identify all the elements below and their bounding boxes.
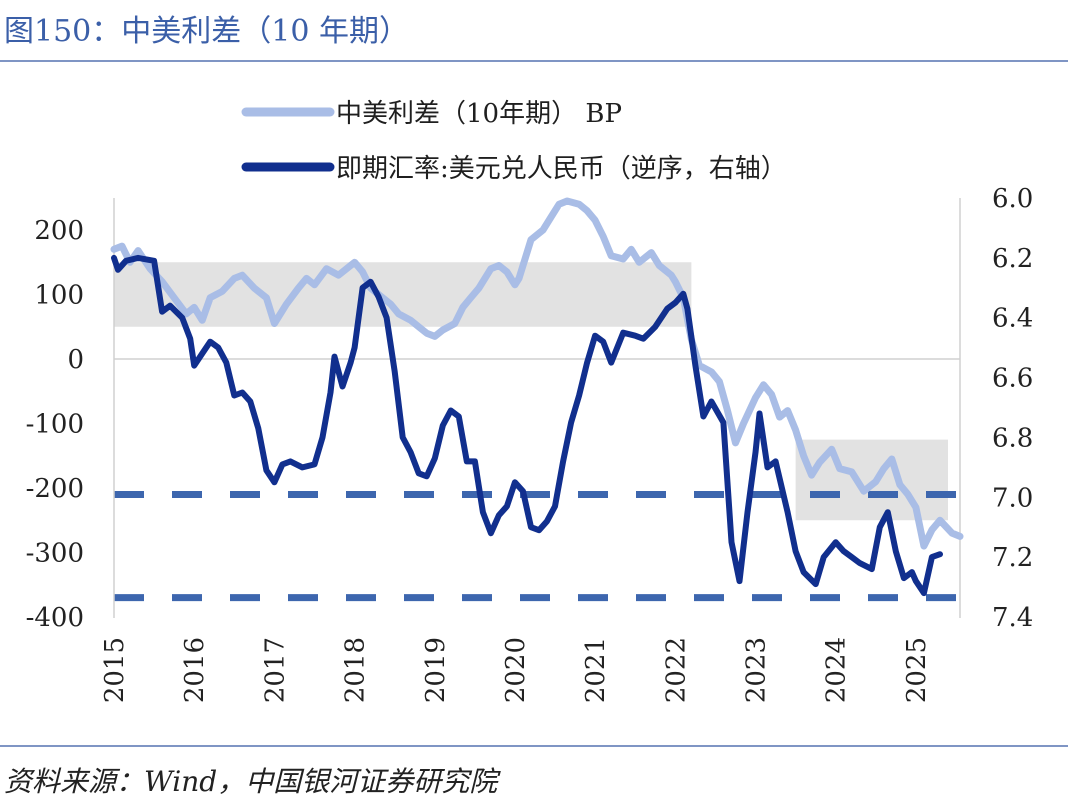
y-left-tick: -300 [26,539,84,569]
figure-title: 图150：中美利差（10 年期） [4,14,409,49]
tick-labels: 200 100 0 -100 -200 -300 -400 6.0 6.2 6.4 6.6 6.8 7.… [26,184,1034,703]
y-left-tick: -200 [26,474,84,504]
x-tick: 2022 [661,637,691,703]
x-tick: 2016 [180,637,210,703]
y-right-tick: 6.0 [992,184,1033,214]
y-right-tick: 6.8 [992,423,1033,453]
y-right-tick: 7.2 [992,543,1033,573]
y-left-tick: 0 [67,345,84,375]
y-right-tick: 6.2 [992,244,1033,274]
shaded-band-2 [795,439,948,521]
x-tick: 2024 [822,637,852,703]
x-tick: 2019 [421,637,451,703]
legend-label-spread: 中美利差（10年期） BP [336,99,622,129]
x-tick: 2023 [742,637,772,703]
y-right-tick: 6.4 [992,304,1033,334]
series-line-spread [110,197,964,550]
series-lines [110,197,964,597]
reference-lines [114,490,960,602]
source-note: 资料来源：Wind，中国银河证券研究院 [4,765,498,798]
y-left-tick: 100 [34,281,84,311]
x-tick: 2025 [902,637,932,703]
title-divider [0,60,1068,62]
x-tick: 2017 [260,637,290,703]
x-tick: 2018 [341,637,371,703]
y-right-tick: 7.4 [992,603,1033,633]
x-tick: 2021 [581,637,611,703]
spread-fx-chart: 200 100 0 -100 -200 -300 -400 6.0 6.2 6.4 6.6 6.8 7.… [26,99,1034,703]
y-left-tick: -100 [26,410,84,440]
x-tick: 2020 [501,637,531,703]
source-divider [0,745,1068,747]
y-right-tick: 6.6 [992,364,1033,394]
legend: 中美利差（10年期） BP 即期汇率:美元兑人民币（逆序，右轴） [241,99,787,184]
y-left-tick: -400 [26,603,84,633]
x-tick: 2015 [100,637,130,703]
axes [113,198,961,618]
y-right-tick: 7.0 [992,483,1033,513]
y-left-tick: 200 [34,216,84,246]
series-line-fx [111,254,943,597]
legend-label-fx: 即期汇率:美元兑人民币（逆序，右轴） [336,154,787,184]
